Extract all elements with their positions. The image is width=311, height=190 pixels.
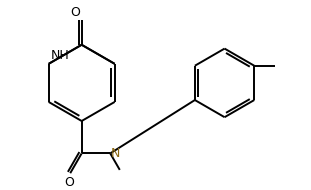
Text: O: O xyxy=(64,176,74,189)
Text: O: O xyxy=(70,6,80,19)
Text: N: N xyxy=(111,147,121,160)
Text: NH: NH xyxy=(51,49,69,62)
